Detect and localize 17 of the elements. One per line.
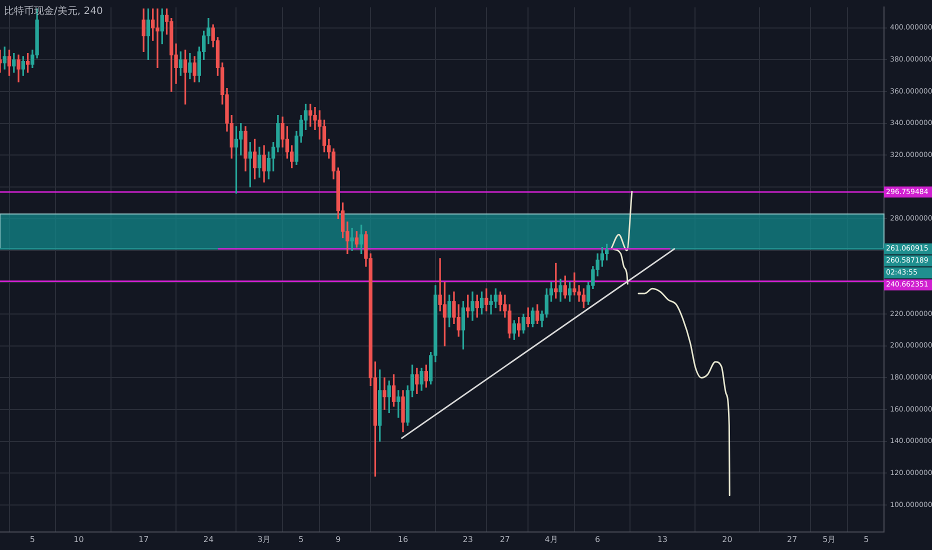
x-tick-label: 9 [336, 534, 341, 544]
x-tick-label: 17 [138, 534, 149, 544]
x-tick-label: 5月 [822, 534, 836, 544]
x-tick-label: 6 [595, 534, 600, 544]
x-tick-label: 5 [298, 534, 304, 544]
x-tick-label: 27 [787, 534, 798, 544]
x-tick-label: 16 [398, 534, 408, 544]
x-tick-label: 4月 [544, 534, 558, 544]
x-tick-label: 13 [657, 534, 668, 544]
x-tick-label: 5 [30, 534, 35, 544]
x-tick-label: 27 [500, 534, 510, 544]
x-tick-label: 3月 [257, 534, 271, 544]
x-tick-label: 5 [864, 534, 869, 544]
x-tick-label: 20 [722, 534, 732, 544]
x-tick-label: 10 [74, 534, 84, 544]
x-tick-label: 23 [462, 534, 473, 544]
x-tick-label: 24 [203, 534, 214, 544]
